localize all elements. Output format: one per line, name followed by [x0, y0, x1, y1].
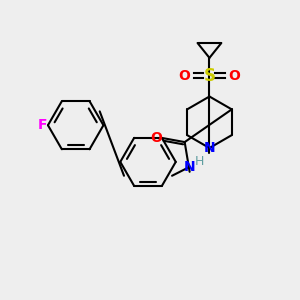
Text: S: S: [203, 67, 215, 85]
Text: O: O: [179, 69, 190, 83]
Text: O: O: [228, 69, 240, 83]
Text: F: F: [38, 118, 48, 132]
Text: O: O: [150, 131, 162, 145]
Text: N: N: [204, 141, 215, 155]
Text: H: H: [195, 155, 204, 168]
Text: N: N: [184, 160, 195, 174]
